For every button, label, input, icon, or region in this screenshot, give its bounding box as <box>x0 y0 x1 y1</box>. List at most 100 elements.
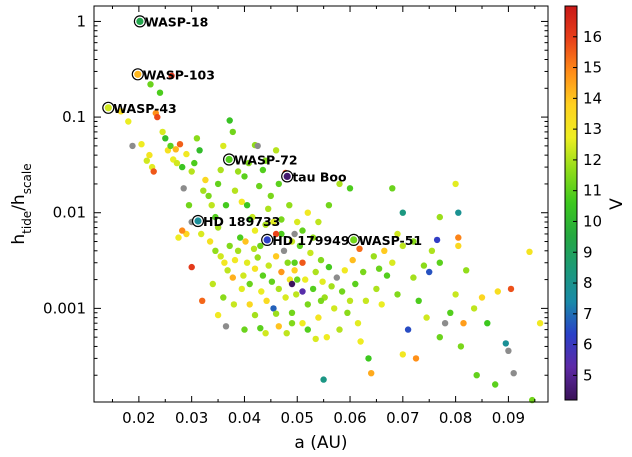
data-point <box>246 216 253 223</box>
data-point <box>426 268 433 276</box>
x-tick-label: 0.02 <box>122 409 155 427</box>
x-tick-label: 0.09 <box>492 409 525 427</box>
data-point <box>484 320 491 327</box>
data-point <box>370 253 377 260</box>
colorbar-tick-label: 11 <box>583 182 602 200</box>
data-point <box>202 176 209 184</box>
data-point <box>180 185 187 192</box>
data-point <box>222 323 230 330</box>
colorbar-tick-label: 5 <box>583 366 593 384</box>
data-point <box>275 323 282 330</box>
data-point <box>251 265 259 272</box>
data-point <box>293 291 300 298</box>
data-point <box>389 185 396 192</box>
data-point <box>241 173 248 180</box>
data-point <box>394 230 401 238</box>
highlight-point <box>136 17 144 25</box>
data-point <box>436 213 443 221</box>
data-point <box>217 166 224 174</box>
x-tick-label: 0.06 <box>333 409 366 427</box>
colorbar-tick-label: 13 <box>583 120 602 138</box>
data-point <box>291 259 298 266</box>
star-label: HD 179949 <box>272 233 349 248</box>
data-point <box>319 278 326 285</box>
colorbar-label: V <box>607 198 627 210</box>
data-point <box>307 249 314 257</box>
data-point <box>328 283 335 290</box>
data-point <box>282 294 289 301</box>
data-point <box>243 202 251 209</box>
data-point <box>220 294 227 301</box>
data-point <box>356 245 363 252</box>
data-point <box>344 309 351 316</box>
data-point <box>304 326 311 333</box>
plot-frame <box>93 5 549 403</box>
data-point <box>299 288 306 295</box>
data-point <box>325 202 333 209</box>
data-point <box>270 305 277 312</box>
data-point <box>258 288 265 295</box>
data-point <box>231 187 239 194</box>
plot-background <box>94 6 548 402</box>
data-point <box>257 325 264 332</box>
star-label: WASP-51 <box>359 233 422 248</box>
data-point <box>336 326 343 333</box>
data-point <box>193 135 201 142</box>
data-point <box>191 159 198 167</box>
data-point <box>399 242 406 250</box>
data-point <box>433 236 441 244</box>
data-point <box>452 291 459 298</box>
data-point <box>185 202 193 209</box>
data-point <box>251 227 259 234</box>
data-point <box>262 330 269 337</box>
data-point <box>259 272 267 279</box>
data-point <box>268 278 276 285</box>
data-point <box>125 118 132 125</box>
star-label: WASP-18 <box>145 14 208 29</box>
data-point <box>238 198 245 205</box>
data-point <box>175 234 182 241</box>
data-point <box>399 351 406 358</box>
data-point <box>336 180 343 188</box>
data-point <box>150 168 157 175</box>
highlight-point <box>104 104 112 112</box>
data-point <box>452 180 459 188</box>
data-point <box>200 187 207 194</box>
data-point <box>259 166 267 174</box>
data-point <box>473 372 480 379</box>
data-point <box>304 209 311 216</box>
data-point <box>172 146 179 153</box>
data-point <box>294 276 301 283</box>
data-point <box>447 309 454 316</box>
highlight-point <box>283 172 291 180</box>
y-axis: 0.001 0.01 0.1 1 <box>43 12 548 376</box>
data-point <box>146 151 153 159</box>
data-point <box>129 142 136 150</box>
data-point <box>226 117 233 124</box>
colorbar <box>564 5 578 401</box>
data-point <box>217 253 224 260</box>
data-point <box>265 262 272 269</box>
data-point <box>278 268 285 276</box>
data-point <box>325 263 333 271</box>
data-point <box>502 340 509 347</box>
data-point <box>222 202 230 209</box>
highlight-point <box>194 217 202 225</box>
colorbar-tick-label: 10 <box>583 212 602 230</box>
data-point <box>309 234 317 241</box>
data-point <box>246 301 253 308</box>
data-point <box>265 205 272 212</box>
colorbar-tick-label: 15 <box>583 59 602 77</box>
data-point <box>375 265 383 272</box>
star-label: tau Boo <box>292 169 347 184</box>
data-point <box>284 259 291 266</box>
y-tick-label: 1 <box>76 12 86 30</box>
data-point <box>373 285 380 293</box>
data-point <box>291 230 298 238</box>
data-point <box>229 128 236 136</box>
data-point <box>143 157 150 164</box>
data-point <box>338 288 346 295</box>
data-point <box>237 234 244 241</box>
data-point <box>278 230 285 238</box>
x-tick-label: 0.07 <box>386 409 419 427</box>
